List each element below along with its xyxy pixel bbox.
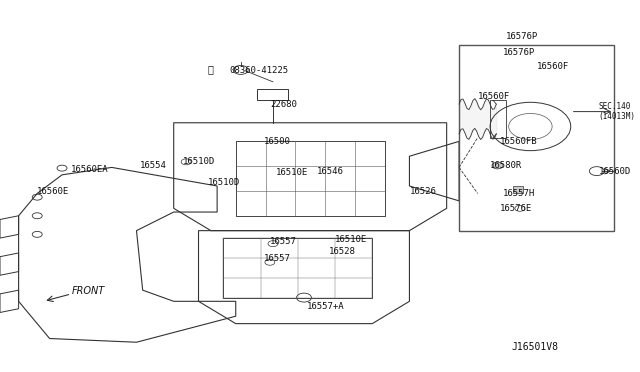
Text: 16510D: 16510D (183, 157, 215, 166)
Text: 16510E: 16510E (335, 235, 367, 244)
Text: SEC.140
(14013M): SEC.140 (14013M) (598, 102, 636, 121)
Text: 16557: 16557 (264, 254, 291, 263)
Text: 16580R: 16580R (490, 161, 522, 170)
Bar (459, 45, 614, 231)
Text: 16546: 16546 (316, 167, 343, 176)
Text: 08360-41225: 08360-41225 (230, 66, 289, 75)
Text: 16500: 16500 (264, 137, 291, 146)
Text: 16560E: 16560E (37, 187, 70, 196)
Text: 16557H: 16557H (502, 189, 535, 198)
Text: 16510D: 16510D (208, 178, 240, 187)
Circle shape (492, 162, 503, 169)
Text: 16526: 16526 (410, 187, 436, 196)
Text: 16576P: 16576P (502, 48, 535, 57)
Text: 16557: 16557 (270, 237, 297, 246)
Text: 16560F: 16560F (536, 62, 569, 71)
Polygon shape (513, 186, 523, 193)
Text: J16501V8: J16501V8 (511, 341, 558, 352)
Text: FRONT: FRONT (71, 286, 104, 296)
Text: 16557+A: 16557+A (307, 302, 345, 311)
Text: ①: ① (208, 64, 214, 74)
Text: 16576P: 16576P (506, 32, 538, 41)
Text: 16560EA: 16560EA (71, 165, 109, 174)
Text: 16560F: 16560F (477, 92, 510, 101)
Text: 16560D: 16560D (598, 167, 631, 176)
Text: 16560FB: 16560FB (499, 137, 537, 146)
Text: 16576E: 16576E (499, 204, 532, 213)
Text: 16528: 16528 (329, 247, 356, 256)
Text: 16510E: 16510E (276, 169, 308, 177)
Text: 16554: 16554 (140, 161, 166, 170)
Text: 22680: 22680 (270, 100, 297, 109)
